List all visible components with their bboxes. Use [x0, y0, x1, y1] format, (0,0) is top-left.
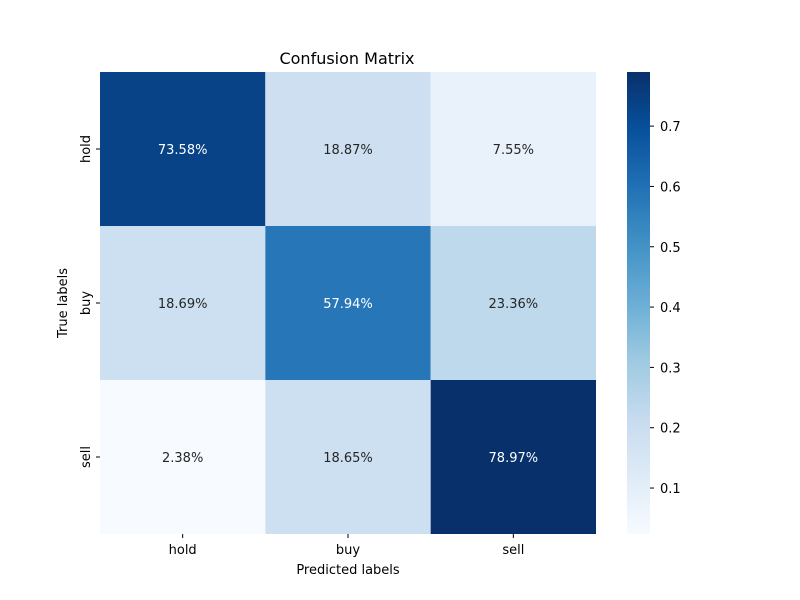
x-tick-label: sell — [502, 543, 524, 558]
heatmap-cell — [100, 72, 266, 226]
cell-value-label: 7.55% — [493, 143, 534, 158]
cell-value-label: 18.69% — [158, 297, 208, 312]
cell-value-label: 73.58% — [158, 143, 208, 158]
x-axis-label: Predicted labels — [296, 563, 400, 578]
colorbar-tick-label: 0.1 — [660, 482, 681, 497]
heatmap-cell — [430, 226, 596, 380]
cell-value-label: 57.94% — [323, 297, 373, 312]
heatmap-cells: 73.58% 18.87% 7.55% 18.69% 57.94% 23.36% 2.38%… — [100, 72, 596, 534]
x-axis: hold buy sell — [169, 534, 524, 558]
cell-value-label: 18.65% — [323, 451, 373, 466]
heatmap-cell — [100, 226, 266, 380]
x-tick-label: hold — [169, 543, 197, 558]
y-tick-label: sell — [79, 446, 94, 468]
heatmap-cell — [265, 380, 431, 534]
colorbar-tick-label: 0.2 — [660, 422, 681, 437]
colorbar-tick-label: 0.4 — [660, 301, 681, 316]
heatmap-cell — [100, 380, 266, 534]
cell-value-label: 78.97% — [489, 451, 539, 466]
chart-title: Confusion Matrix — [279, 49, 414, 68]
y-tick-label: hold — [79, 135, 94, 163]
colorbar-tick-label: 0.5 — [660, 241, 681, 256]
heatmap-cell — [430, 72, 596, 226]
colorbar-tick-label: 0.6 — [660, 180, 681, 195]
cell-value-label: 23.36% — [489, 297, 539, 312]
heatmap-cell — [430, 380, 596, 534]
cell-value-label: 2.38% — [162, 451, 203, 466]
y-axis-label: True labels — [56, 268, 71, 339]
heatmap-cell — [265, 226, 431, 380]
colorbar-tick-label: 0.3 — [660, 361, 681, 376]
cell-value-label: 18.87% — [323, 143, 373, 158]
heatmap-cell — [265, 72, 431, 226]
colorbar-tick-label: 0.7 — [660, 120, 681, 135]
colorbar-gradient — [627, 72, 650, 534]
y-tick-label: buy — [79, 291, 94, 315]
y-axis: hold buy sell — [79, 135, 100, 468]
x-tick-label: buy — [336, 543, 360, 558]
colorbar: 0.1 0.2 0.3 0.4 0.5 0.6 0.7 — [627, 72, 681, 534]
